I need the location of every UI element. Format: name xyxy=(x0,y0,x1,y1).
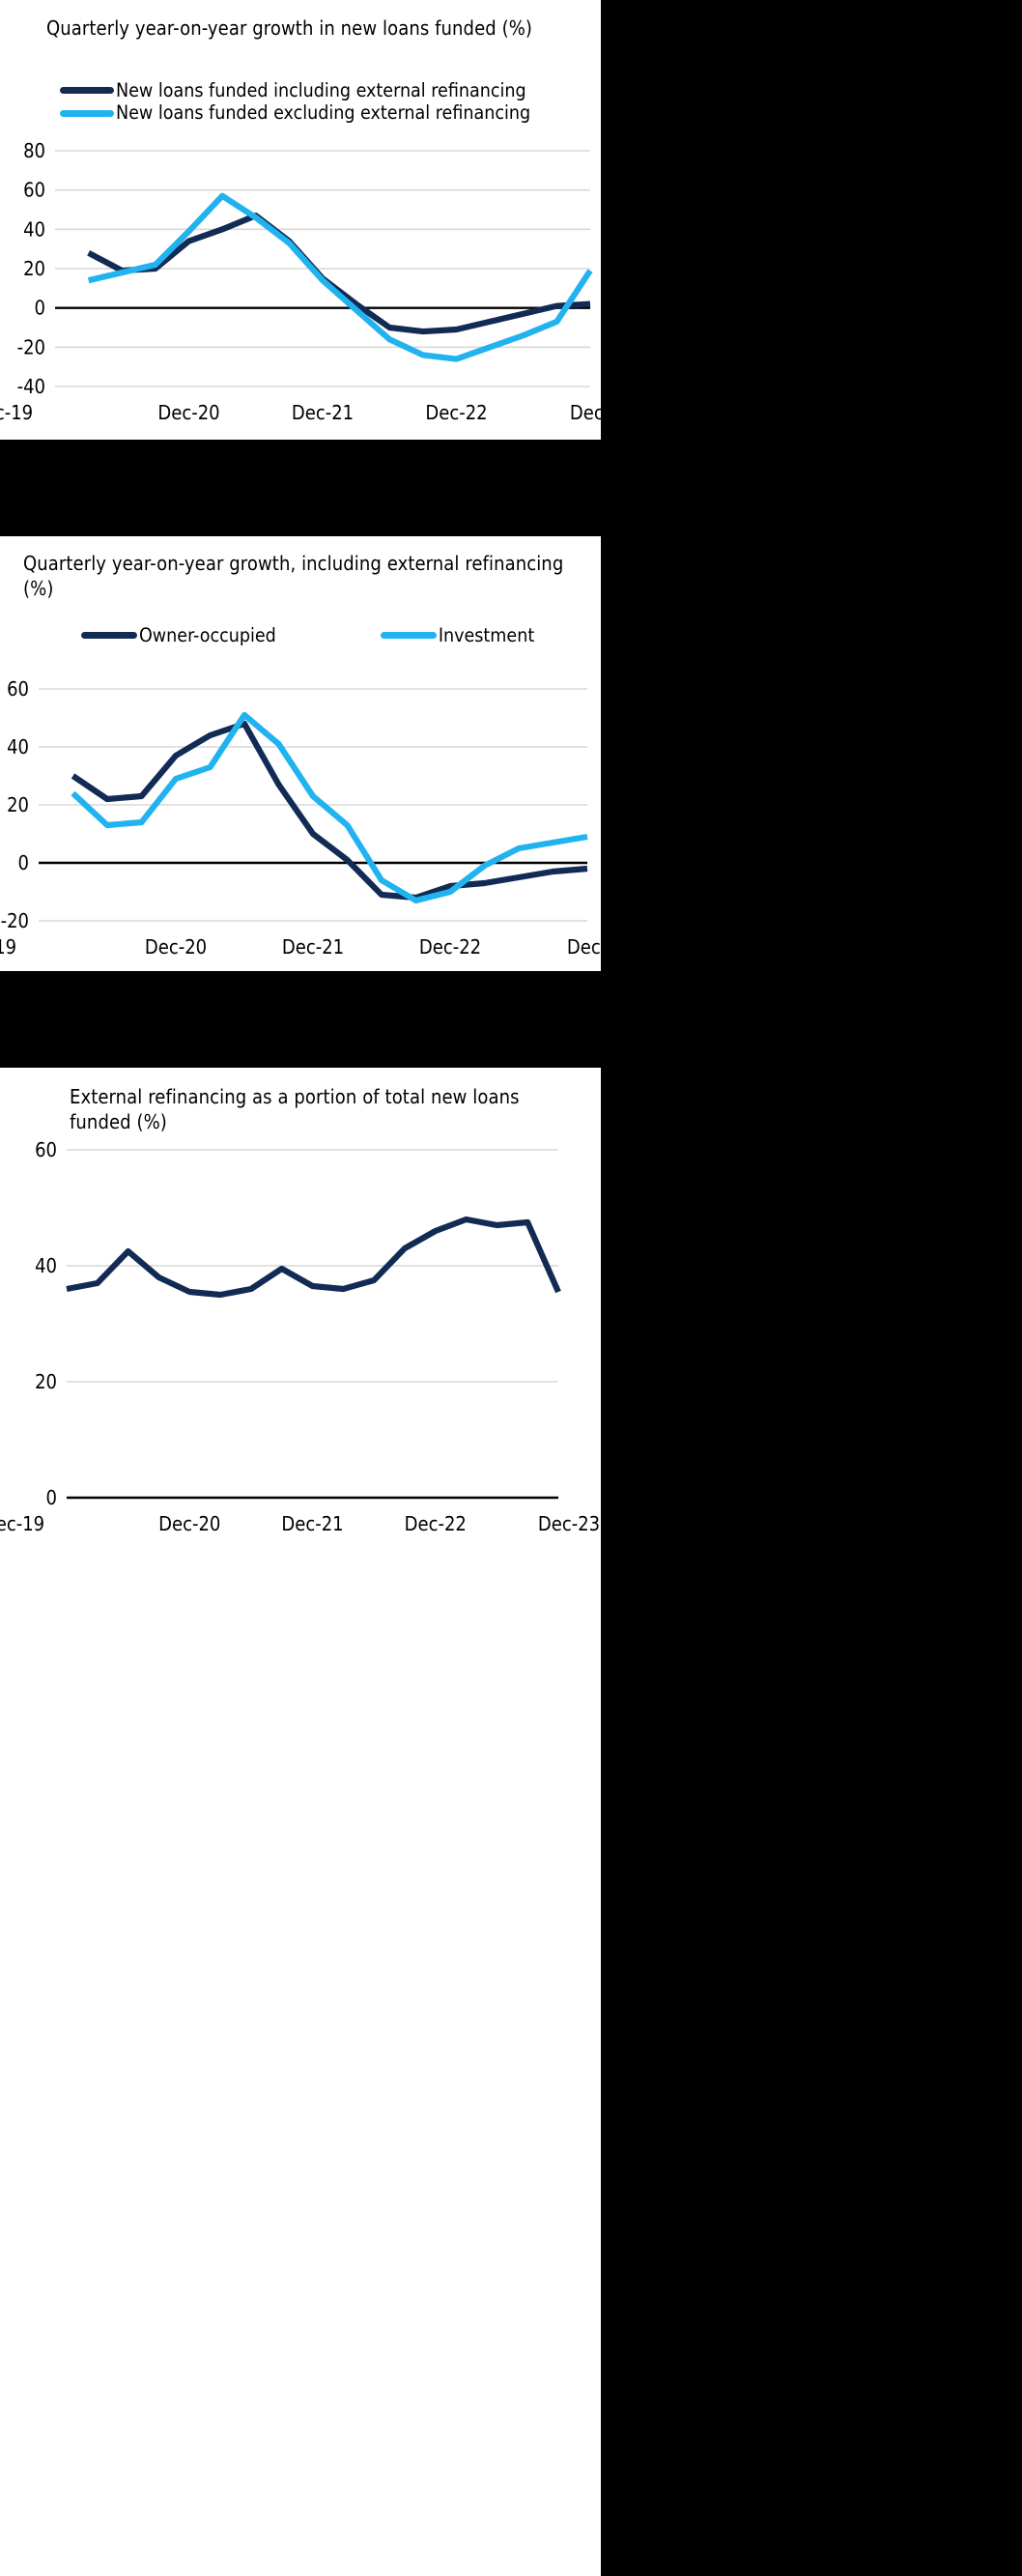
data-series-line xyxy=(71,720,588,902)
y-axis-tick-label: 0 xyxy=(46,1486,57,1509)
chart-2-svg: 60 40 20 0 -20 Dec-19 Dec-20 Dec-21 Dec-22 Dec-23 xyxy=(0,677,601,959)
chart-panel-1: Quarterly year-on-year growth in new loa… xyxy=(0,0,601,440)
y-axis-tick-label: 40 xyxy=(35,1254,57,1277)
y-axis-tick-label: 40 xyxy=(7,735,29,758)
y-axis-tick-label: 20 xyxy=(7,793,29,816)
x-axis-tick-label: Dec-21 xyxy=(282,935,344,959)
x-axis-tick-label: Dec-19 xyxy=(0,1512,44,1535)
data-series-line xyxy=(87,192,593,362)
data-series-line xyxy=(66,1216,561,1299)
x-axis-tick-label: Dec-23 xyxy=(538,1512,600,1535)
chart-1-title: Quarterly year-on-year growth in new loa… xyxy=(46,16,533,40)
x-axis-tick-label: Dec-19 xyxy=(0,401,33,424)
y-axis-tick-label: 60 xyxy=(23,179,45,202)
x-axis-tick-label: Dec-21 xyxy=(281,1512,343,1535)
legend-swatch-cyan-icon xyxy=(60,109,114,117)
legend-swatch-cyan-icon xyxy=(380,632,437,640)
x-axis-tick-label: Dec-23 xyxy=(570,401,601,424)
legend-item: New loans funded including external refi… xyxy=(60,80,530,100)
legend-label: Owner-occupied xyxy=(139,624,276,646)
legend-label: Investment xyxy=(438,624,535,646)
legend-label: New loans funded including external refi… xyxy=(116,79,526,101)
data-series-line xyxy=(87,212,591,335)
legend-item: Investment xyxy=(380,624,535,646)
chart-panel-2: Quarterly year-on-year growth, including… xyxy=(0,536,601,971)
x-axis-tick-label: Dec-22 xyxy=(425,401,487,424)
y-axis-tick-label: 60 xyxy=(35,1138,57,1161)
y-axis-tick-label: -20 xyxy=(1,909,29,932)
chart-1-legend: New loans funded including external refi… xyxy=(60,80,530,124)
y-axis-tick-label: -40 xyxy=(17,375,45,398)
legend-item: Owner-occupied xyxy=(81,625,276,645)
x-axis-tick-label: Dec-20 xyxy=(145,935,207,959)
y-axis-tick-label: -20 xyxy=(17,335,45,358)
y-axis-tick-label: 80 xyxy=(23,139,45,162)
x-axis-tick-label: Dec-21 xyxy=(292,401,354,424)
y-axis-tick-label: 40 xyxy=(23,217,45,241)
x-axis-tick-label: Dec-23 xyxy=(567,935,601,959)
chart-1-svg: 80 60 40 20 0 -20 -40 Dec-19 Dec-20 Dec-21 Dec-22 D… xyxy=(0,139,601,424)
y-axis-tick-label: 60 xyxy=(7,677,29,701)
y-axis-tick-label: 20 xyxy=(23,257,45,280)
x-axis-tick-label: Dec-20 xyxy=(157,401,219,424)
chart-3-title: External refinancing as a portion of tot… xyxy=(70,1085,520,1133)
y-axis-tick-label: 0 xyxy=(35,297,45,320)
x-axis-tick-label: Dec-22 xyxy=(405,1512,467,1535)
chart-2-plot: 60 40 20 0 -20 Dec-19 Dec-20 Dec-21 Dec-22 Dec-23 xyxy=(0,672,601,971)
x-axis-tick-label: Dec-19 xyxy=(0,935,16,959)
x-axis-tick-label: Dec-20 xyxy=(158,1512,220,1535)
legend-swatch-navy-icon xyxy=(60,87,114,95)
chart-1-plot: 80 60 40 20 0 -20 -40 Dec-19 Dec-20 Dec-21 Dec-22 D… xyxy=(0,133,601,440)
data-series-line xyxy=(71,711,588,904)
legend-label: New loans funded excluding external refi… xyxy=(116,101,531,125)
y-axis-tick-label: 0 xyxy=(18,851,29,874)
chart-panel-3: External refinancing as a portion of tot… xyxy=(0,1068,601,2576)
chart-2-legend: Owner-occupied Investment xyxy=(81,625,534,645)
chart-2-title: Quarterly year-on-year growth, including… xyxy=(23,552,564,600)
y-axis-tick-label: 20 xyxy=(35,1370,57,1393)
legend-swatch-navy-icon xyxy=(81,632,137,640)
x-axis-tick-label: Dec-22 xyxy=(419,935,481,959)
legend-item: New loans funded excluding external refi… xyxy=(60,101,531,125)
